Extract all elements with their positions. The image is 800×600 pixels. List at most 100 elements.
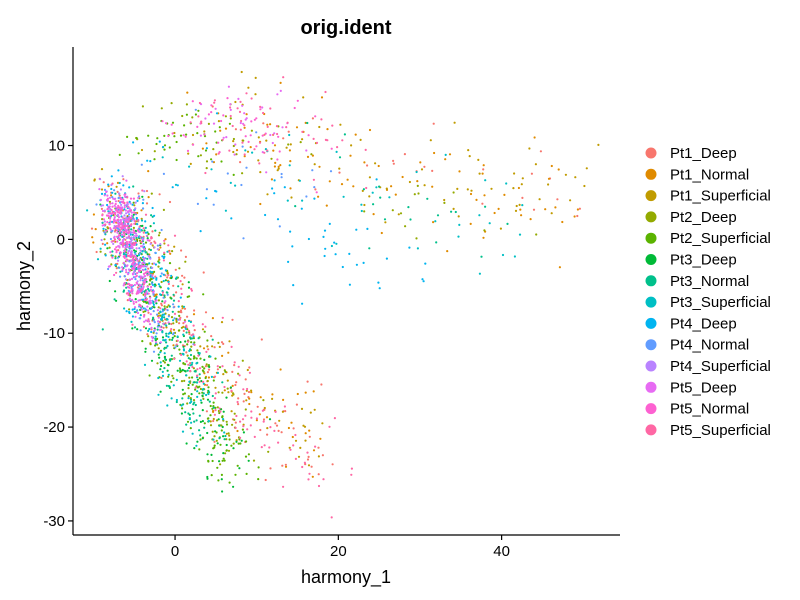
data-point <box>185 103 188 106</box>
data-point <box>119 218 122 221</box>
data-point <box>206 398 210 401</box>
data-point <box>193 356 196 359</box>
data-point <box>140 265 143 268</box>
data-point <box>317 484 321 488</box>
data-point <box>288 133 291 137</box>
data-point <box>294 205 297 208</box>
data-point <box>171 374 174 377</box>
data-point <box>220 119 223 123</box>
data-point <box>130 252 133 255</box>
data-point <box>323 254 326 258</box>
data-point <box>237 442 240 445</box>
data-point <box>478 214 481 217</box>
y-tick-label: -30 <box>43 513 65 530</box>
data-point <box>241 141 244 144</box>
data-point <box>133 268 136 271</box>
data-point <box>161 331 164 334</box>
data-point <box>257 159 260 162</box>
data-point <box>237 372 240 375</box>
data-point <box>110 240 113 243</box>
data-point <box>232 150 235 154</box>
data-point <box>187 152 190 155</box>
data-point <box>273 132 276 135</box>
data-point <box>125 271 128 274</box>
data-point <box>232 144 235 148</box>
data-point <box>448 153 452 156</box>
data-point <box>343 133 346 136</box>
legend-key <box>645 403 657 415</box>
data-point <box>114 202 117 206</box>
data-point <box>190 337 194 340</box>
data-point <box>214 357 217 360</box>
data-point <box>161 314 164 317</box>
data-point <box>193 341 196 344</box>
data-point <box>366 227 369 230</box>
data-point <box>268 446 271 449</box>
data-point <box>443 201 446 204</box>
data-point <box>162 339 165 342</box>
data-point <box>128 308 131 311</box>
data-point <box>232 485 235 488</box>
data-point <box>191 133 195 137</box>
data-point <box>286 199 289 202</box>
data-point <box>182 333 185 336</box>
data-point <box>125 286 128 289</box>
data-point <box>127 236 130 239</box>
data-point <box>253 435 256 438</box>
data-point <box>239 121 242 125</box>
legend-label: Pt2_Superficial <box>670 230 771 247</box>
data-point <box>213 101 216 104</box>
data-point <box>210 104 213 107</box>
data-point <box>205 147 208 150</box>
data-point <box>245 472 248 475</box>
data-point <box>399 212 403 215</box>
data-point <box>178 322 181 325</box>
data-point <box>233 364 236 367</box>
data-point <box>308 435 311 438</box>
data-point <box>273 144 277 147</box>
data-point <box>151 271 154 274</box>
data-point <box>335 242 338 245</box>
data-point <box>135 247 138 250</box>
data-point <box>244 408 247 411</box>
data-point <box>161 310 164 313</box>
data-point <box>197 354 200 357</box>
data-point <box>141 195 144 198</box>
data-point <box>162 259 165 262</box>
data-point <box>184 340 187 343</box>
data-point <box>544 208 547 211</box>
data-point <box>245 389 248 392</box>
data-point <box>136 199 139 202</box>
data-point <box>215 141 218 144</box>
data-point <box>149 313 152 316</box>
data-point <box>292 444 295 447</box>
data-point <box>199 357 202 360</box>
data-point <box>110 263 113 266</box>
data-point <box>147 287 150 291</box>
x-tick-label: 40 <box>493 543 510 560</box>
data-point <box>259 108 262 111</box>
data-point <box>311 117 314 120</box>
data-point <box>164 269 167 272</box>
data-point <box>114 290 117 293</box>
data-point <box>247 459 250 462</box>
data-point <box>196 368 199 371</box>
data-point <box>167 321 170 324</box>
data-point <box>111 202 114 205</box>
data-point <box>100 168 104 171</box>
data-point <box>136 291 139 294</box>
data-point <box>159 307 162 310</box>
data-point <box>423 165 426 168</box>
data-point <box>247 453 250 456</box>
data-point <box>168 146 171 149</box>
data-point <box>597 143 600 146</box>
data-point <box>196 374 199 377</box>
data-point <box>435 241 438 244</box>
data-point <box>134 272 137 276</box>
data-point <box>366 164 369 167</box>
data-point <box>128 217 132 220</box>
data-point <box>135 301 138 304</box>
data-point <box>191 408 194 411</box>
data-point <box>277 135 280 138</box>
